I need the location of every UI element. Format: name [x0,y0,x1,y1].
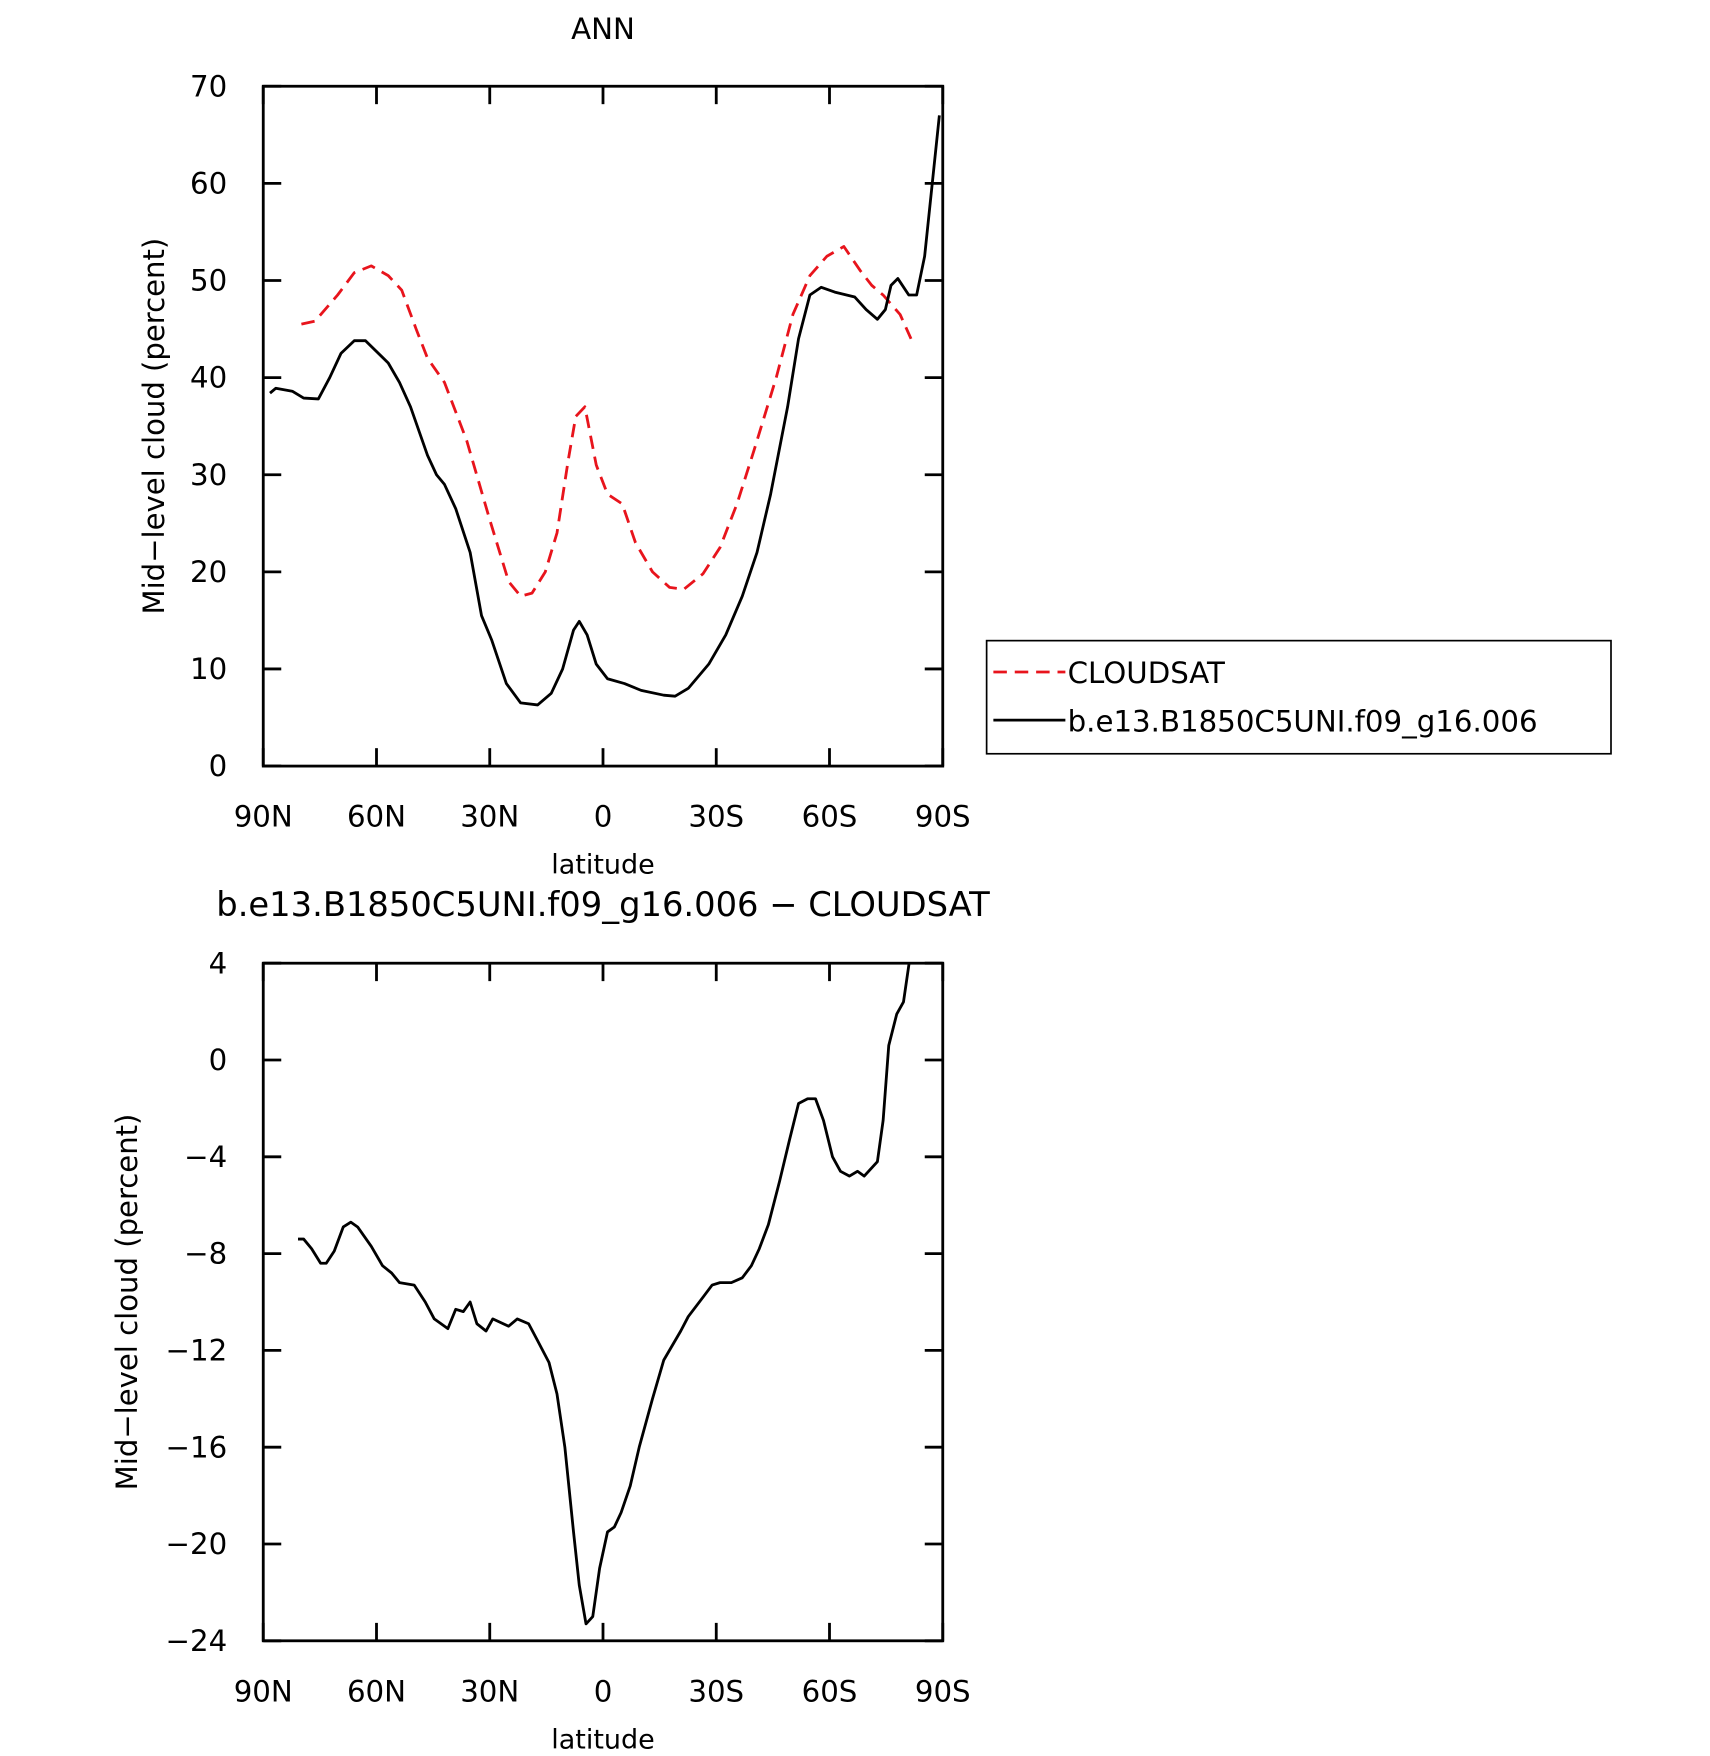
y-tick-label: −8 [184,1237,227,1271]
y-tick-label: −16 [166,1430,228,1464]
series-line [301,245,913,598]
y-tick-label: 30 [190,458,227,492]
y-tick-label: −12 [166,1334,228,1368]
x-tick-label: 30S [688,1674,744,1708]
chart-title: ANN [571,12,635,46]
legend-label: CLOUDSAT [1068,656,1225,690]
x-tick-label: 60N [347,800,406,834]
y-tick-label: 50 [190,264,227,298]
x-tick-label: 90S [915,800,971,834]
y-tick-label: 0 [209,749,228,783]
chart-title: b.e13.B1850C5UNI.f09_g16.006 − CLOUDSAT [216,885,990,924]
x-axis-label: latitude [551,1724,655,1755]
x-tick-label: 30N [460,1674,519,1708]
plot-frame [261,961,945,1643]
x-tick-label: 90N [234,800,293,834]
y-tick-label: −4 [184,1140,227,1174]
y-tick-label: 10 [190,652,227,686]
legend-label: b.e13.B1850C5UNI.f09_g16.006 [1068,704,1538,738]
y-axis-label: Mid−level cloud (percent) [137,238,171,615]
plot-frame [261,84,945,768]
x-tick-label: 60S [802,800,858,834]
x-tick-label: 90S [915,1674,971,1708]
y-tick-label: 70 [190,69,227,103]
y-tick-label: −20 [166,1527,228,1561]
x-axis-label: latitude [551,850,655,881]
series-line [298,962,911,1626]
x-tick-label: 0 [594,1674,613,1708]
y-tick-label: 0 [209,1043,228,1077]
series-line [269,115,941,707]
x-tick-label: 60S [802,1674,858,1708]
y-tick-label: 4 [209,946,228,980]
y-tick-label: 20 [190,555,227,589]
legend-box [985,639,1612,755]
x-tick-label: 90N [234,1674,293,1708]
x-tick-label: 30N [460,800,519,834]
x-tick-label: 60N [347,1674,406,1708]
x-tick-label: 30S [688,800,744,834]
y-tick-label: −24 [166,1624,228,1658]
y-tick-label: 60 [190,167,227,201]
y-tick-label: 40 [190,361,227,395]
x-tick-label: 0 [594,800,613,834]
y-axis-label: Mid−level cloud (percent) [110,1114,144,1491]
